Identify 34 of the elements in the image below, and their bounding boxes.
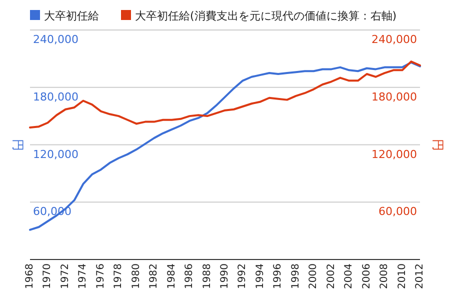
x-tick-label: 1990 bbox=[220, 264, 230, 289]
x-tick-label: 1970 bbox=[42, 264, 54, 289]
x-tick-label: 1994 bbox=[254, 264, 266, 289]
x-tick-label: 1988 bbox=[202, 264, 213, 289]
x-tick-label: 1972 bbox=[60, 264, 71, 289]
legend-label: 大卒初任給 bbox=[44, 10, 99, 22]
y-tick-label: 120,000 bbox=[33, 148, 78, 161]
x-tick-label: 2006 bbox=[361, 264, 372, 289]
x-tick-label: 1980 bbox=[130, 264, 142, 289]
x-tick-label: 1978 bbox=[113, 264, 124, 289]
x-tick-label: 1968 bbox=[24, 264, 36, 289]
y2-tick-label: 60,000 bbox=[378, 205, 417, 218]
x-tick-label: 1992 bbox=[237, 264, 248, 289]
y2-axis-title: 円 bbox=[431, 138, 445, 151]
x-tick-label: 1998 bbox=[290, 264, 302, 289]
x-tick-label: 2004 bbox=[344, 264, 355, 289]
y2-tick-label: 180,000 bbox=[372, 90, 417, 104]
x-tick-label: 1984 bbox=[166, 264, 178, 289]
y2-tick-label: 240,000 bbox=[372, 33, 417, 46]
y-axis-title: 円 bbox=[11, 138, 25, 151]
y-tick-label: 240,000 bbox=[33, 33, 78, 46]
x-tick-label: 2010 bbox=[396, 264, 408, 289]
x-tick-label: 1976 bbox=[95, 264, 106, 289]
x-tick-label: 1982 bbox=[148, 264, 160, 289]
x-tick-label: 1974 bbox=[78, 264, 89, 289]
x-tick-label: 1986 bbox=[184, 264, 196, 289]
legend-label: 大卒初任給(消費支出を元に現代の価値に換算：右軸) bbox=[135, 10, 397, 22]
y-tick-label: 180,000 bbox=[33, 90, 78, 104]
x-tick-label: 2000 bbox=[308, 264, 320, 289]
y2-tick-label: 120,000 bbox=[372, 148, 417, 161]
x-tick-label: 2012 bbox=[414, 264, 426, 289]
x-tick-label: 2008 bbox=[379, 264, 390, 289]
x-tick-label: 1996 bbox=[272, 264, 284, 289]
x-tick-label: 2002 bbox=[326, 264, 337, 289]
